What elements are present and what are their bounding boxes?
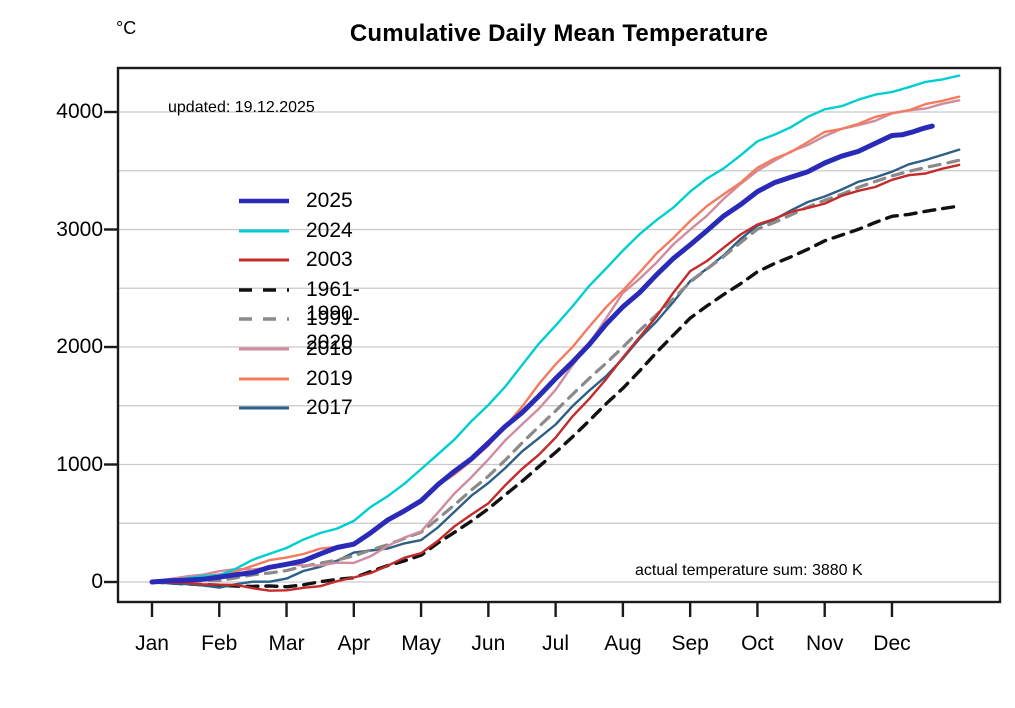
series-line-2003	[150, 163, 961, 592]
series-line-2024	[150, 74, 961, 584]
legend-label: 1991-2020	[306, 307, 360, 355]
y-axis-unit-label: °C	[116, 18, 137, 38]
legend-label: 2017	[306, 396, 353, 420]
x-tick-label: Aug	[604, 632, 642, 655]
legend-label: 2025	[306, 189, 353, 212]
y-tick-label: 2000	[56, 335, 103, 358]
series-line-2018	[150, 99, 961, 584]
y-tick-label: 4000	[56, 100, 103, 123]
legend-swatch-2025	[239, 198, 289, 204]
x-tick-label: Apr	[337, 632, 371, 655]
x-tick-label: Feb	[201, 632, 238, 655]
chart-title: Cumulative Daily Mean Temperature	[349, 20, 769, 47]
legend-swatch-1991-2020	[239, 317, 289, 322]
legend-swatch-2003	[239, 258, 289, 262]
series-line-2017	[150, 148, 961, 589]
series-line-2019	[150, 95, 961, 584]
legend-swatch-1961-1990	[239, 288, 289, 292]
legend-swatch-2019	[239, 377, 289, 381]
x-tick-label: May	[401, 632, 441, 655]
temperature-sum-annotation: actual temperature sum: 3880 K	[635, 562, 863, 579]
x-tick-label: Mar	[268, 632, 305, 655]
legend-label: 2024	[306, 218, 353, 242]
legend-swatch-2024	[239, 229, 289, 233]
y-tick-label: 0	[91, 570, 103, 593]
x-tick-label: Nov	[806, 632, 844, 655]
legend-label: 2018	[306, 337, 353, 360]
series-line-1991-2020	[150, 158, 961, 584]
x-tick-label: Oct	[741, 632, 774, 655]
x-tick-label: Jan	[135, 632, 169, 655]
legend-label: 2019	[306, 366, 353, 390]
series-line-2025	[149, 123, 935, 585]
legend-swatch-2018	[239, 347, 289, 351]
legend-label: 2003	[306, 248, 353, 272]
x-tick-label: Jun	[471, 632, 506, 655]
x-tick-label: Jul	[542, 632, 570, 655]
legend-label: 1961-1990	[306, 277, 360, 325]
x-tick-label: Dec	[873, 632, 911, 655]
plot-border	[116, 66, 1002, 604]
x-tick-label: Sep	[671, 632, 709, 655]
y-tick-label: 1000	[56, 452, 103, 476]
y-tick-label: 3000	[56, 217, 103, 241]
legend-swatch-2017	[239, 406, 289, 410]
series-line-1961-1990	[150, 204, 961, 589]
updated-annotation: updated: 19.12.2025	[168, 99, 315, 116]
